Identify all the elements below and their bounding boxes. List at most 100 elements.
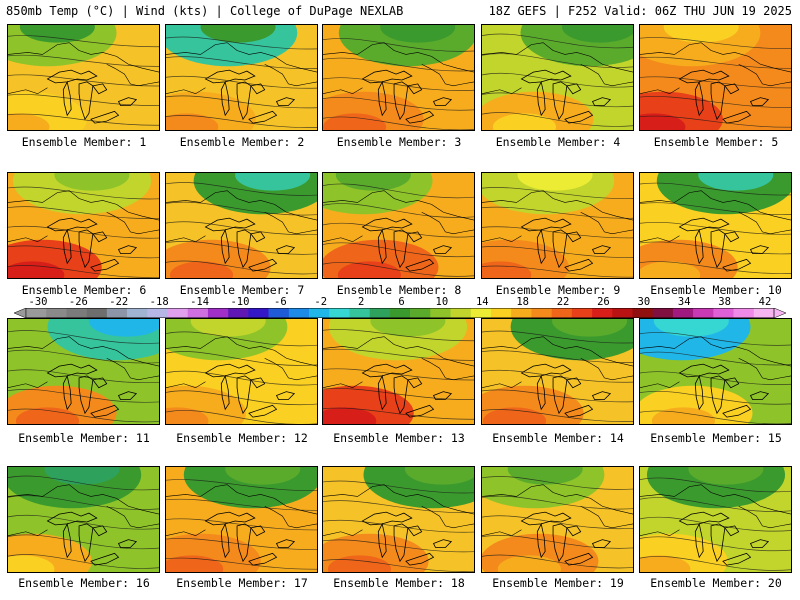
colorbar-swatch [410,308,431,318]
great-lakes-outline [46,69,138,124]
colorbar-tick-label: -18 [149,296,169,308]
state-borders [166,484,317,537]
ensemble-member-map [639,24,792,131]
colorbar-swatch [106,308,128,318]
height-contour [323,183,474,199]
colorbar-tick-label: -22 [109,296,129,308]
state-borders [8,484,159,537]
state-borders [323,42,474,95]
height-contour [482,389,633,403]
cold-core [335,173,411,191]
height-contour [640,536,791,552]
cold-core [190,319,266,337]
height-contour [640,351,791,366]
colorbar-tick-label: -2 [314,296,328,308]
height-contour [482,246,633,258]
ensemble-member-map [7,24,160,131]
cold-core [698,173,774,191]
ensemble-member-map [639,318,792,425]
state-borders [323,336,474,389]
height-contour [8,554,159,569]
height-contour [482,476,633,490]
hot-core [482,261,532,278]
height-contour [166,331,317,347]
cold-core [19,25,95,43]
temperature-field [640,467,791,572]
great-lakes-outline [361,69,453,124]
height-contour [640,202,791,216]
height-contour [8,113,159,126]
great-lakes-outline [46,217,138,272]
height-contour [482,495,633,510]
chart-title: 850mb Temp (°C) | Wind (kts) | College o… [6,4,404,18]
cold-core [235,173,311,191]
cold-core [380,25,456,43]
ensemble-member-label: Ensemble Member: 5 [653,135,779,149]
temperature-field [323,319,474,424]
colorbar-swatch [733,308,755,318]
ensemble-member-map [639,172,792,279]
colorbar-swatch [430,308,451,318]
height-contour [8,475,159,491]
great-lakes-outline [46,363,138,418]
ensemble-member-label: Ensemble Member: 3 [336,135,462,149]
state-borders [8,42,159,95]
cold-core [663,25,739,43]
state-borders [640,484,791,537]
ensemble-member-map [165,172,318,279]
great-lakes-outline [361,511,453,566]
hot-core [337,261,401,278]
colorbar-swatch [86,308,108,318]
state-borders [482,336,633,389]
ensemble-member-map [322,24,475,131]
height-contour [323,480,474,494]
state-borders [323,190,474,243]
great-lakes-outline [46,511,138,566]
colorbar-swatch [612,308,633,318]
colorbar-swatch [127,308,148,318]
height-contour [640,556,791,571]
hot-core [323,407,377,424]
colorbar-swatch [309,308,330,318]
height-contour [166,115,317,128]
ensemble-member-map [481,318,634,425]
great-lakes-outline [204,69,296,124]
ensemble-member-map [322,466,475,573]
temperature-field [482,173,633,278]
colorbar-tick-label: 38 [718,296,731,308]
colorbar-frame [25,308,775,318]
ensemble-member-label: Ensemble Member: 1 [21,135,147,149]
colorbar-tick-label: 2 [357,296,365,308]
height-contour [166,351,317,366]
state-borders [323,484,474,537]
colorbar-swatch [490,308,512,318]
colorbar-swatch [713,308,734,318]
colorbar-swatch [551,308,573,318]
height-contour [8,389,159,403]
height-contour [640,182,791,196]
temperature-field [323,467,474,572]
ensemble-member-map [322,172,475,279]
hot-core [497,555,561,572]
height-contour [8,534,159,550]
height-contour [482,226,633,239]
temperature-field [8,173,159,278]
height-contour [482,369,633,383]
colorbar-swatch [389,308,411,318]
temperature-colorbar [14,308,786,318]
state-borders [482,484,633,537]
colorbar-swatch [167,308,189,318]
great-lakes-outline [520,69,612,124]
great-lakes-outline [204,217,296,272]
height-contour [640,371,791,385]
ensemble-member-map [481,172,634,279]
height-contour [323,329,474,342]
colorbar-swatch [369,308,391,318]
cold-core [507,467,583,485]
ensemble-member-label: Ensemble Member: 12 [176,431,308,445]
height-contour [8,186,159,200]
state-borders [166,42,317,95]
ensemble-member-map [7,172,160,279]
height-contour [482,92,633,108]
hot-core [15,407,80,424]
